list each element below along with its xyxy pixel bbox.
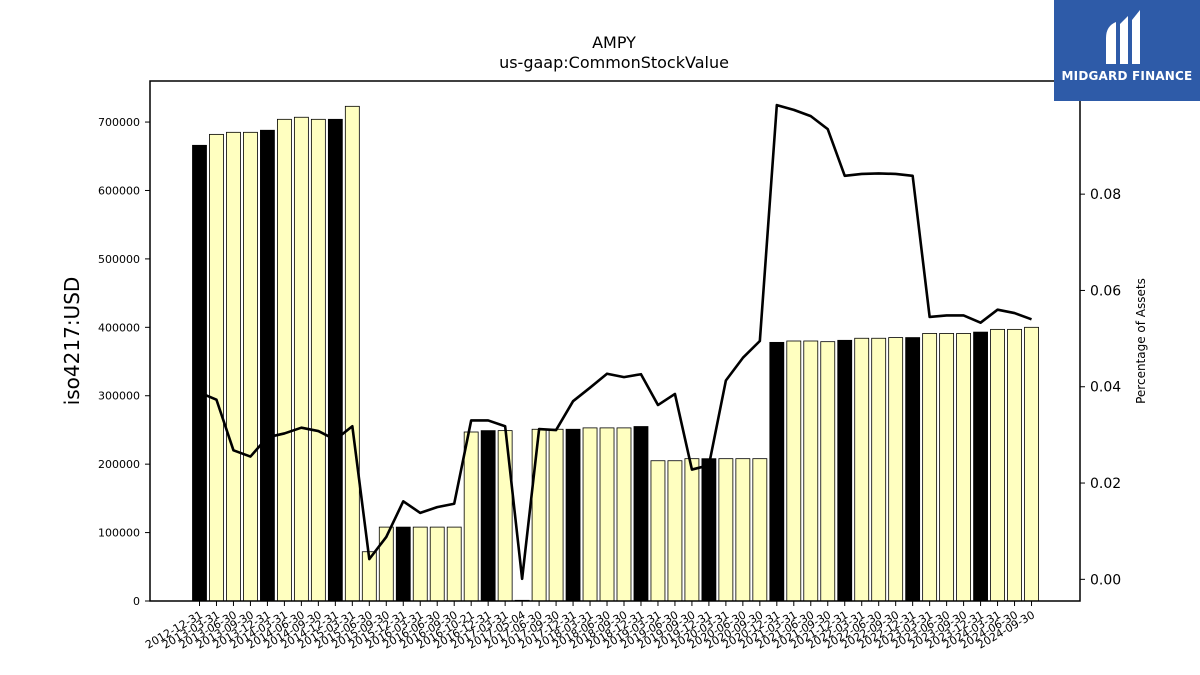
y-tick-label: 700000 — [98, 116, 140, 129]
y-tick-label: 200000 — [98, 458, 140, 471]
y-tick-label: 0 — [133, 595, 140, 608]
bar-2023-06-30 — [939, 333, 955, 602]
bar-2024-09-30 — [1024, 326, 1039, 602]
bar-2017-03-31 — [497, 430, 513, 602]
bar-2015-12-31 — [395, 526, 411, 602]
y2-axis-label: Percentage of Assets — [1134, 278, 1148, 404]
bar-2022-12-31 — [905, 337, 921, 602]
chart-subtitle: us-gaap:CommonStockValue — [499, 53, 729, 72]
bar-2024-03-31 — [990, 328, 1005, 602]
bar-2016-03-31 — [412, 526, 428, 602]
y-tick-label: 500000 — [98, 253, 140, 266]
bar-2021-03-31 — [786, 340, 802, 602]
midgard-finance-logo: MIDGARD FINANCE — [1054, 0, 1200, 101]
bar-2014-06-30 — [293, 116, 309, 602]
bar-2016-12-31 — [480, 430, 496, 602]
y-tick-label: 100000 — [98, 527, 140, 540]
y-tick-label: 400000 — [98, 321, 140, 334]
bar-2013-06-30 — [226, 131, 241, 602]
bar-2017-12-31 — [565, 428, 581, 602]
chart-title: AMPY — [592, 33, 636, 52]
bar-2016-06-30 — [429, 526, 445, 602]
percentage-of-assets-line — [198, 103, 1032, 581]
bar-2019-12-31 — [701, 458, 717, 602]
bar-2020-12-31 — [769, 341, 785, 602]
y-tick-label: 600000 — [98, 184, 140, 197]
bar-2023-12-31 — [973, 331, 988, 602]
y-axis-label: iso4217:USD — [60, 277, 84, 406]
bar-2014-09-30 — [310, 118, 326, 602]
bar-2022-09-30 — [888, 337, 904, 602]
bar-2018-06-30 — [599, 427, 615, 602]
percentage-line-layer — [198, 103, 1032, 581]
bar-2022-06-30 — [871, 337, 887, 602]
bar-2021-06-30 — [803, 340, 819, 602]
y2-tick-label: 0.06 — [1090, 283, 1121, 299]
bar-2021-12-31 — [837, 339, 853, 602]
bar-2021-09-30 — [820, 341, 836, 602]
bar-2020-06-30 — [735, 458, 751, 602]
logo-text: MIDGARD FINANCE — [1061, 69, 1193, 83]
right-y-axis: 0.00 0.02 0.04 0.06 0.08 — [1080, 187, 1121, 588]
left-y-axis: 0 100000 200000 300000 400000 500000 600000 700… — [98, 116, 150, 608]
plot-frame — [149, 80, 1081, 602]
x-axis: 2012-12-312013-03-312013-06-302013-09-30… — [143, 601, 1037, 652]
y-tick-label: 300000 — [98, 390, 140, 403]
bar-series — [192, 105, 1039, 602]
logo-mark-icon — [1106, 10, 1140, 64]
bar-2022-03-31 — [854, 337, 870, 602]
y2-tick-label: 0.08 — [1090, 187, 1121, 203]
bar-2024-06-30 — [1007, 328, 1022, 602]
bar-2013-09-30 — [243, 131, 258, 602]
bar-2019-03-31 — [650, 460, 666, 602]
y2-tick-label: 0.04 — [1090, 380, 1121, 396]
bar-2014-03-31 — [276, 118, 292, 602]
y2-tick-label: 0.02 — [1090, 476, 1121, 492]
bar-2020-03-31 — [718, 458, 734, 602]
bar-2019-09-30 — [684, 458, 700, 602]
bar-2016-09-30 — [446, 526, 462, 602]
bar-2018-12-31 — [633, 426, 649, 602]
bar-2015-03-31 — [344, 105, 360, 602]
bar-2020-09-30 — [752, 458, 768, 602]
bar-2017-06-30 — [531, 428, 547, 602]
bar-2017-09-30 — [548, 428, 564, 602]
bar-2019-06-30 — [667, 460, 683, 602]
bar-2023-03-31 — [922, 333, 938, 602]
bar-2018-09-30 — [616, 427, 632, 602]
bar-2016-10-21 — [463, 431, 479, 602]
bar-2018-03-31 — [582, 427, 598, 602]
bar-2013-03-31 — [209, 133, 224, 602]
bar-2013-12-31 — [260, 129, 275, 602]
bar-2014-12-31 — [327, 118, 343, 602]
y2-tick-label: 0.00 — [1090, 572, 1121, 588]
bar-2023-09-30 — [956, 333, 971, 602]
bar-2012-12-31 — [192, 144, 207, 602]
